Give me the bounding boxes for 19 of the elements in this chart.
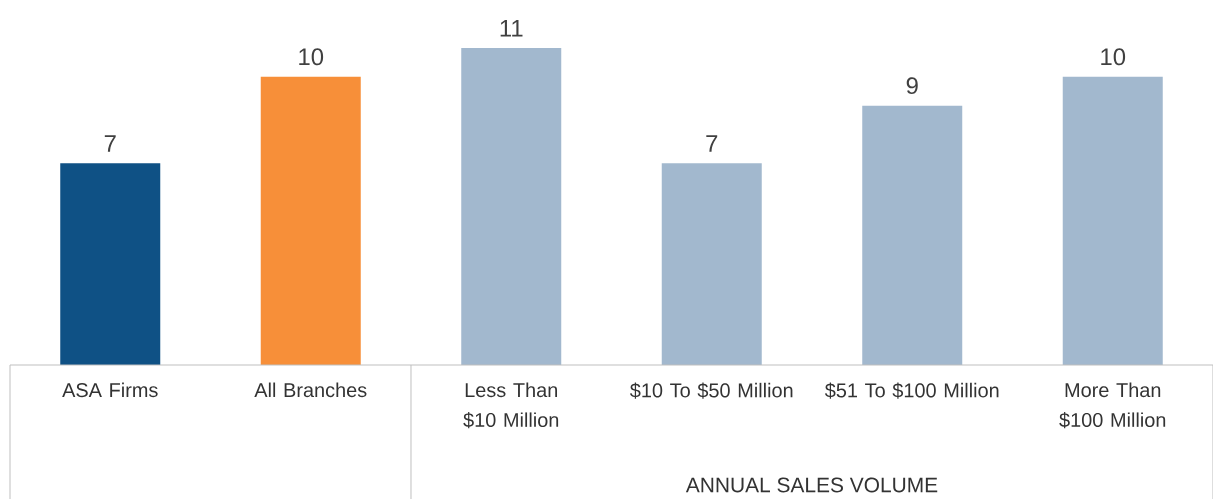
x-tick-label: More Than $100 Million <box>1059 382 1166 429</box>
x-tick-label: ASA Firms <box>62 382 158 398</box>
data-label: 10 <box>1101 48 1126 66</box>
x-tick-label: $10 To $50 Million <box>630 382 793 399</box>
data-label: 10 <box>299 48 324 66</box>
bar <box>260 76 361 365</box>
x-axis-title: ANNUAL SALES VOLUME <box>685 477 938 493</box>
bar <box>661 163 762 365</box>
bar <box>1062 76 1163 365</box>
data-label: 7 <box>104 135 116 152</box>
data-label: 7 <box>706 135 718 152</box>
bar <box>862 105 963 365</box>
x-tick-label: Less Than $10 Million <box>463 382 559 429</box>
x-tick-label: $51 To $100 Million <box>824 382 999 399</box>
data-label: 9 <box>906 77 918 95</box>
data-label: 11 <box>500 20 523 37</box>
bar <box>60 163 161 365</box>
x-tick-label: All Branches <box>254 382 367 398</box>
bar <box>461 48 562 365</box>
